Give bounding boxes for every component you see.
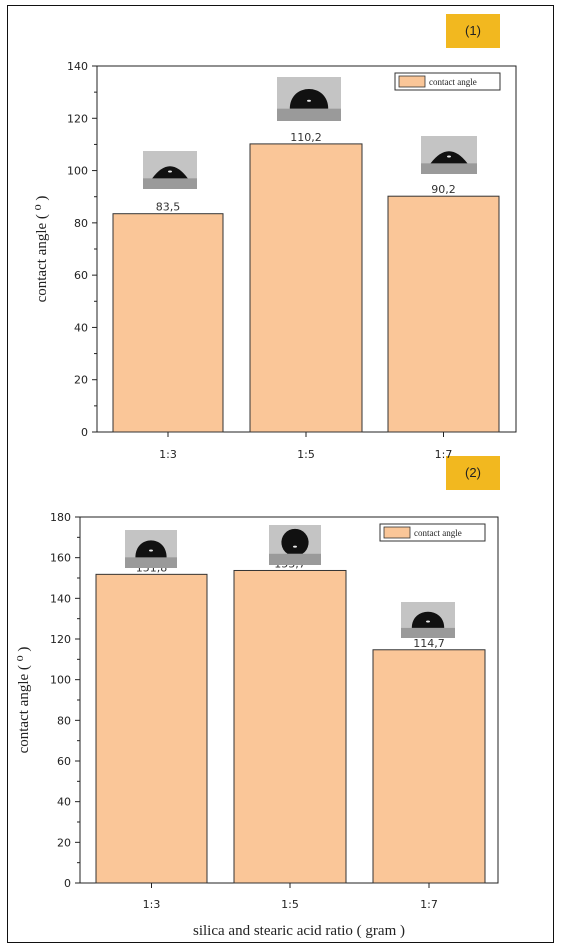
panel-label-1: (1)	[446, 14, 500, 48]
panel-label-2: (2)	[446, 456, 500, 490]
